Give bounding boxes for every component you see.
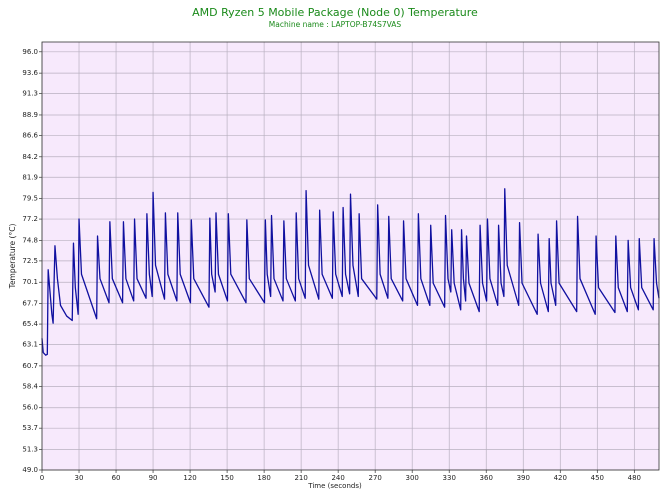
y-tick-label: 91.3 xyxy=(22,90,38,98)
x-tick-label: 330 xyxy=(443,474,456,482)
x-tick-label: 0 xyxy=(40,474,44,482)
x-tick-label: 420 xyxy=(554,474,567,482)
x-tick-label: 300 xyxy=(406,474,419,482)
x-tick-label: 270 xyxy=(368,474,381,482)
y-tick-label: 84.2 xyxy=(22,153,38,161)
y-tick-label: 53.7 xyxy=(22,424,38,432)
x-tick-label: 120 xyxy=(183,474,196,482)
y-tick-label: 77.2 xyxy=(22,215,38,223)
x-axis-label: Time (seconds) xyxy=(307,482,362,490)
x-tick-label: 60 xyxy=(112,474,121,482)
y-tick-label: 58.4 xyxy=(22,382,38,390)
x-tick-label: 360 xyxy=(480,474,493,482)
y-tick-label: 56.0 xyxy=(22,404,38,412)
y-tick-label: 60.7 xyxy=(22,362,38,370)
y-tick-label: 79.5 xyxy=(22,195,38,203)
y-tick-label: 49.0 xyxy=(22,466,38,474)
x-tick-label: 240 xyxy=(331,474,344,482)
plot-border xyxy=(41,41,660,471)
chart-title: AMD Ryzen 5 Mobile Package (Node 0) Temp… xyxy=(192,6,478,19)
y-tick-label: 93.6 xyxy=(22,69,38,77)
y-tick-label: 51.3 xyxy=(22,446,38,454)
x-tick-label: 390 xyxy=(517,474,530,482)
x-tick-label: 90 xyxy=(149,474,158,482)
chart-subtitle: Machine name : LAPTOP-B74S7VAS xyxy=(269,20,402,29)
y-tick-label: 67.7 xyxy=(22,300,38,308)
x-tick-label: 210 xyxy=(294,474,307,482)
y-tick-label: 70.1 xyxy=(22,278,38,286)
y-tick-label: 86.6 xyxy=(22,131,38,139)
y-tick-label: 72.5 xyxy=(22,257,38,265)
x-tick-label: 30 xyxy=(75,474,84,482)
x-tick-label: 480 xyxy=(628,474,641,482)
y-axis-label: Temperature (°C) xyxy=(8,224,17,290)
y-tick-label: 88.9 xyxy=(22,111,38,119)
y-tick-label: 81.9 xyxy=(22,173,38,181)
y-tick-label: 96.0 xyxy=(22,48,38,56)
x-tick-label: 180 xyxy=(257,474,270,482)
x-tick-label: 150 xyxy=(220,474,233,482)
temperature-line xyxy=(41,188,660,356)
y-tick-label: 63.1 xyxy=(22,341,38,349)
y-tick-label: 74.8 xyxy=(22,236,38,244)
x-tick-label: 450 xyxy=(591,474,604,482)
y-tick-label: 65.4 xyxy=(22,320,38,328)
